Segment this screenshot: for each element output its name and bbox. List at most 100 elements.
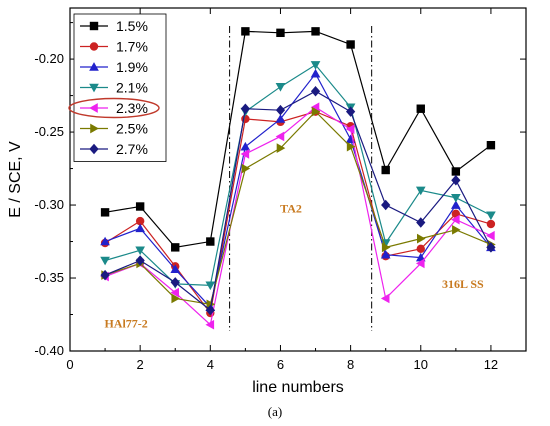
legend-label-1-9: 1.9% [116,59,148,75]
data-point-2-7-9 [381,199,391,211]
data-point-1-9-11 [451,200,461,209]
axes: 0 2 4 6 8 10 12 -0.40 -0.35 -0.30 -0.25 -0.20 [34,7,527,372]
y-tick-label-0-3: -0.30 [34,197,64,212]
data-point-1-9-6 [275,114,286,123]
legend-label-2-3: 2.3% [116,100,148,116]
data-point-1-5-10 [416,104,425,113]
series-2-7 [100,85,496,316]
data-point-2-3-11 [451,214,460,225]
x-axis-title: line numbers [252,379,344,396]
y-tick-label-0-25: -0.25 [34,124,64,139]
data-point-2-1-6 [275,83,286,92]
legend-label-2-5: 2.5% [116,121,148,137]
data-point-2-3-12 [486,230,495,241]
legend-marker-1-5 [89,21,99,31]
data-point-2-1-1 [100,256,110,266]
y-axis-title: E / SCE, V [7,141,24,218]
data-point-1-5-12 [486,141,496,150]
data-point-2-3-6 [275,131,285,142]
legend-highlight-ellipse [68,97,160,119]
legend-marker-1-9 [89,62,99,71]
figure-caption: (a) [268,404,282,419]
x-tick-label-0: 0 [66,357,73,372]
series-2-3 [100,102,495,330]
data-point-1-9-5 [240,141,251,151]
data-point-1-5-4 [206,237,215,246]
data-point-2-7-1 [100,269,110,281]
data-point-2-7-3 [170,277,180,288]
data-point-1-5-7 [311,27,320,36]
x-tick-label-10: 10 [414,357,428,372]
legend-marker-2-3 [89,103,98,113]
legend-label-2-1: 2.1% [116,80,148,96]
legend-marker-2-5 [90,123,99,134]
data-point-1-5-9 [381,165,390,175]
data-point-2-5-3 [171,293,181,304]
series-line-2-7 [104,90,492,312]
data-point-2-7-6 [275,104,286,116]
legend-item-2-7: 2.7% [80,141,148,157]
series-layer [100,27,496,330]
data-point-1-5-5 [241,27,250,36]
legend-item-2-1: 2.1% [80,80,148,96]
legend-item-1-5: 1.5% [80,18,148,34]
data-point-1-5-6 [276,28,285,38]
legend-marker-2-7 [89,143,99,155]
annotation-316L-SS: 316L SS [442,277,484,291]
data-point-1-9-3 [170,264,181,274]
data-point-1-5-11 [451,167,461,176]
data-point-1-5-3 [171,243,180,252]
data-point-2-7-4 [205,304,215,316]
data-point-2-5-5 [241,163,251,174]
data-point-1-7-12 [486,219,496,229]
series-line-2-5 [104,110,492,305]
data-point-2-1-7 [310,61,321,70]
series-1-5 [100,27,496,252]
x-tick-label-2: 2 [137,357,144,372]
data-point-2-5-11 [452,225,461,235]
data-point-2-1-11 [451,193,461,203]
legend-item-2-3: 2.3% [68,97,160,119]
data-point-1-5-2 [135,202,145,211]
data-point-2-5-6 [276,143,286,153]
data-point-2-1-2 [135,246,145,256]
x-tick-label-8: 8 [347,357,354,372]
data-point-2-1-12 [486,211,496,221]
data-point-2-7-10 [416,217,426,228]
x-tick-label-6: 6 [277,357,284,372]
data-point-2-3-9 [380,293,390,304]
data-point-1-9-2 [135,223,145,233]
data-point-2-7-2 [135,255,145,266]
data-point-2-5-10 [416,233,426,244]
data-point-1-9-10 [415,252,426,262]
x-tick-label-12: 12 [484,357,498,372]
data-point-2-5-9 [381,242,391,253]
data-point-2-5-7 [311,106,321,117]
legend-item-2-5: 2.5% [80,121,148,137]
data-point-1-9-9 [380,249,391,259]
data-point-2-3-10 [415,258,425,269]
series-line-2-3 [104,106,492,326]
data-point-2-7-12 [486,242,496,253]
data-point-1-5-8 [346,40,355,49]
data-point-2-7-8 [345,106,356,117]
region-annotations: HAl77-2 TA2 316L SS [104,201,484,330]
y-tick-label-0-35: -0.35 [34,270,64,285]
legend-item-1-9: 1.9% [80,59,148,75]
plot-frame [69,7,527,352]
legend: 1.5% 1.7% 1.9% 2.1% 2.3% 2.5% 2.7% [68,13,167,162]
data-point-2-7-5 [240,103,251,114]
series-line-1-5 [104,30,492,249]
data-point-2-7-11 [451,174,461,186]
series-2-5 [101,106,496,310]
y-tick-label-0-2: -0.20 [34,51,64,66]
data-point-1-9-1 [100,236,110,246]
data-point-1-9-7 [310,68,321,78]
legend-label-2-7: 2.7% [116,141,148,157]
legend-item-1-7: 1.7% [80,39,148,55]
legend-label-1-7: 1.7% [116,39,148,55]
data-point-2-3-3 [170,287,180,298]
data-point-2-3-8 [345,124,355,134]
data-point-1-7-2 [135,216,145,226]
